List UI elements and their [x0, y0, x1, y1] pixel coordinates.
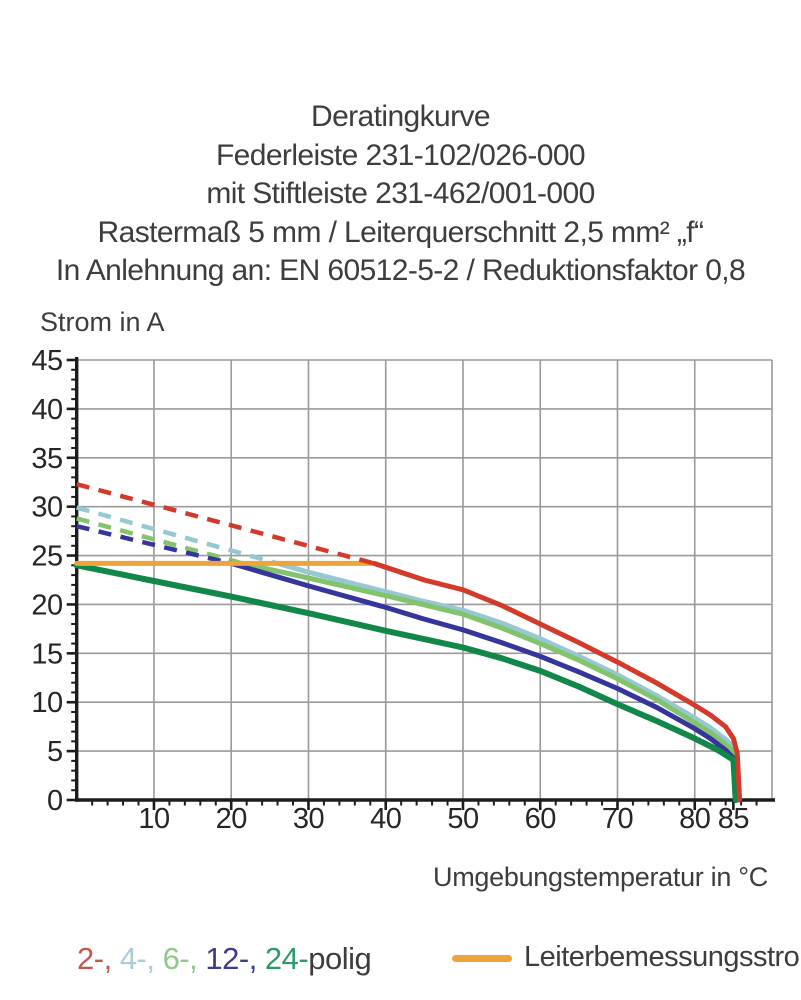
y-tick-label: 30 — [31, 492, 62, 524]
x-tick-label: 50 — [447, 803, 478, 835]
y-tick-label: 5 — [47, 736, 63, 768]
x-tick-label: 10 — [138, 803, 169, 835]
title-line-4: Rastermaß 5 mm / Leiterquerschnitt 2,5 m… — [97, 215, 704, 249]
x-tick-label: 60 — [525, 803, 556, 835]
curve-4-polig — [275, 560, 741, 803]
x-tick-label: 40 — [370, 803, 401, 835]
curve-24-polig — [73, 562, 739, 803]
y-tick-label: 35 — [31, 443, 62, 475]
y-tick-label: 45 — [31, 345, 62, 377]
title-line-5: In Anlehnung an: EN 60512-5-2 / Reduktio… — [55, 254, 746, 287]
y-tick-label: 10 — [31, 687, 62, 719]
curve-2-polig — [371, 560, 743, 803]
y-tick-label: 20 — [31, 589, 62, 621]
legend-pole-item: 12-, — [205, 941, 265, 976]
y-tick-label: 0 — [47, 785, 63, 817]
x-tick-label: 30 — [293, 803, 324, 835]
curve-dashed-4-polig — [76, 505, 279, 566]
legend-pole-item: 4-, — [119, 941, 163, 976]
y-tick-label: 15 — [31, 638, 62, 670]
title-line-1: Deratingkurve — [311, 100, 491, 133]
curve-dashed-12-polig — [76, 524, 232, 566]
curve-12-polig — [228, 560, 739, 803]
y-axis-title: Strom in A — [40, 307, 165, 337]
legend-pole-item: 24- — [264, 941, 309, 976]
legend-pole-item: 2-, — [77, 941, 120, 976]
y-tick-label: 25 — [31, 541, 62, 573]
legend-pole-item: 6-, — [162, 941, 206, 976]
title-line-2: Federleiste 231-102/026-000 — [215, 138, 586, 172]
chart-title-block: Deratingkurve Federleiste 231-102/026-00… — [0, 98, 801, 291]
x-tick-label: 70 — [602, 803, 633, 835]
legend-rated-current: Leiterbemessungsstrom — [452, 941, 801, 974]
derating-chart: 10 20 30 40 50 60 70 80 85 0 5 10 15 20 25 30 35 40 45 — [31, 345, 775, 835]
x-tick-label: 80 — [679, 803, 710, 835]
legend-pole-counts: 2-, 4-, 6-, 12-, 24-polig — [77, 941, 372, 977]
curve-dashed-2-polig — [76, 482, 375, 566]
x-tick-label: 85 — [718, 803, 749, 835]
title-line-3: mit Stiftleiste 231-462/001-000 — [206, 177, 595, 210]
rated-current-line-swatch — [452, 955, 512, 962]
curve-dashed-6-polig — [76, 516, 244, 566]
legend-pole-suffix: polig — [308, 941, 372, 976]
curve-6-polig — [240, 560, 740, 803]
x-tick-label: 20 — [216, 803, 247, 835]
y-tick-label: 40 — [31, 394, 62, 426]
x-axis-title: Umgebungstemperatur in °C — [433, 862, 768, 892]
rated-current-label: Leiterbemessungsstrom — [524, 941, 801, 973]
